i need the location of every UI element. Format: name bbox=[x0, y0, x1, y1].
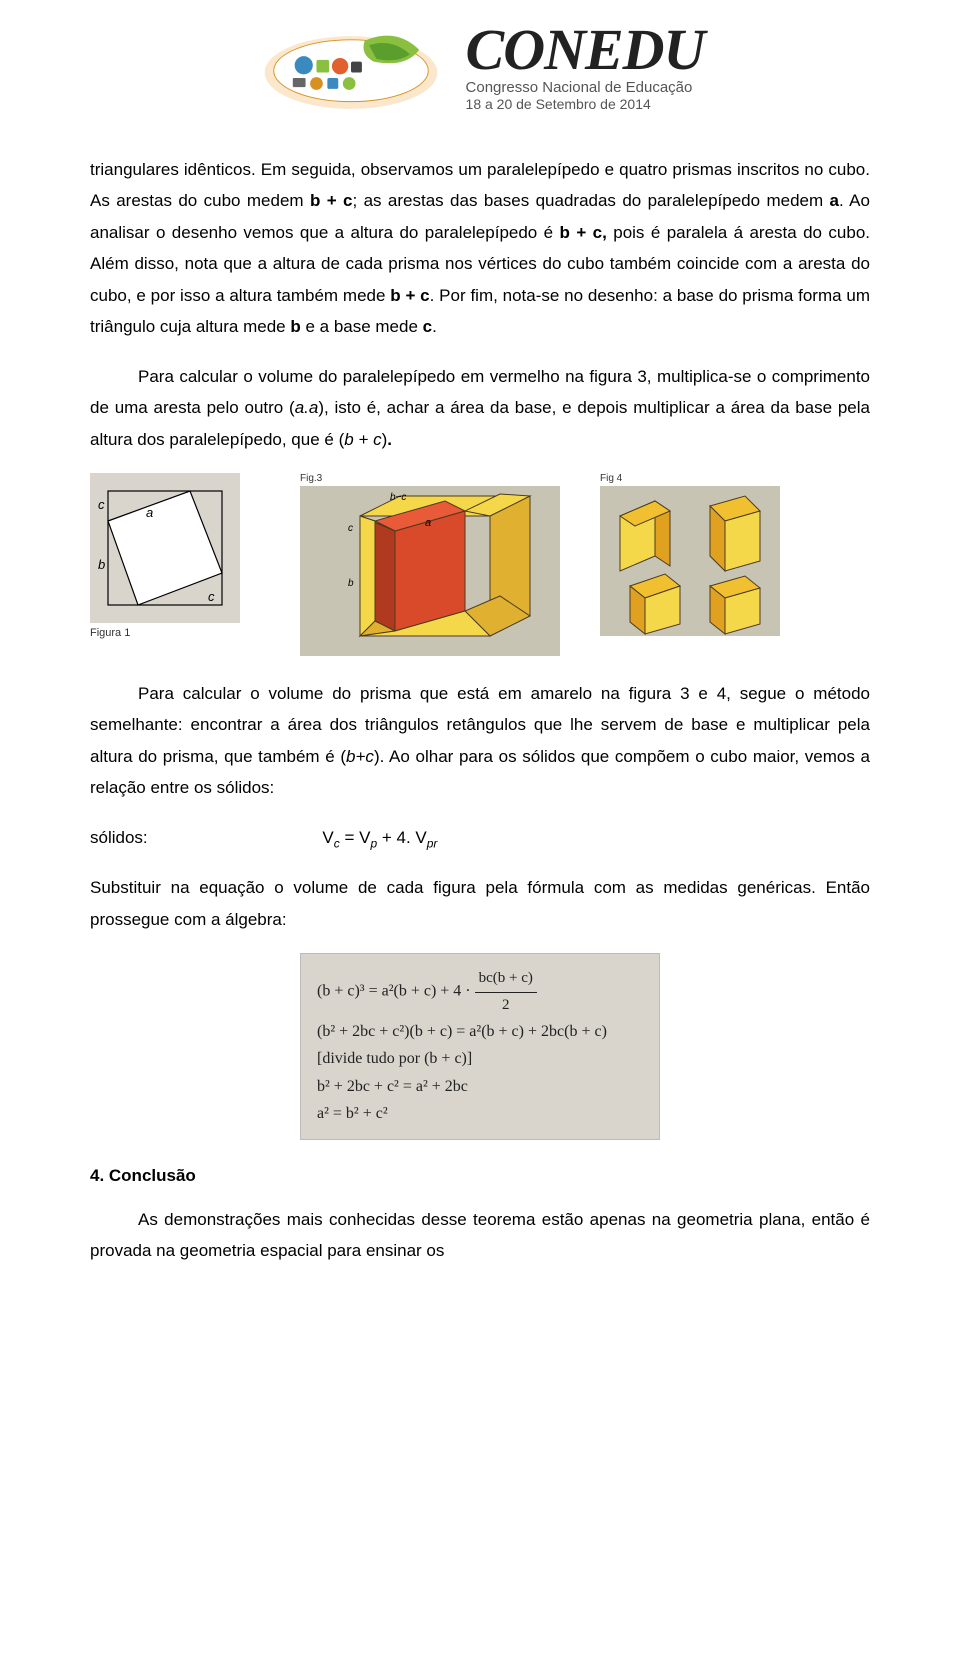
p1-t2: ; as arestas das bases quadradas do para… bbox=[352, 191, 829, 210]
p1-t6: e a base mede bbox=[301, 317, 423, 336]
figure-3: Fig.3 b−c a c b bbox=[300, 473, 560, 656]
figure-4-label: Fig 4 bbox=[600, 473, 780, 484]
alg1-frac: bc(b + c)2 bbox=[475, 966, 537, 1018]
alg1a: (b + c)³ = a²(b + c) + 4 · bbox=[317, 983, 475, 1000]
alg1-num: bc(b + c) bbox=[475, 966, 537, 993]
p1-b5: b bbox=[290, 317, 300, 336]
alg1-den: 2 bbox=[475, 993, 537, 1019]
eq-lhs: V bbox=[322, 828, 333, 847]
paragraph-5: As demonstrações mais conhecidas desse t… bbox=[90, 1204, 870, 1267]
equation-line: sólidos: Vc = Vp + 4. Vpr bbox=[90, 822, 870, 855]
paragraph-4: Substituir na equação o volume de cada f… bbox=[90, 872, 870, 935]
eq-sub3: pr bbox=[427, 836, 438, 850]
paragraph-3: Para calcular o volume do prisma que est… bbox=[90, 678, 870, 804]
equation-expr: Vc = Vp + 4. Vpr bbox=[322, 822, 437, 855]
p5-t1: As demonstrações mais conhecidas desse t… bbox=[90, 1210, 870, 1260]
algebra-line-4: b² + 2bc + c² = a² + 2bc bbox=[317, 1073, 643, 1100]
p1-t7: . bbox=[432, 317, 437, 336]
p1-b2: a bbox=[830, 191, 839, 210]
algebra-line-1: (b + c)³ = a²(b + c) + 4 · bc(b + c)2 bbox=[317, 966, 643, 1018]
svg-text:a: a bbox=[425, 517, 431, 529]
p2-i2: b + c bbox=[344, 430, 381, 449]
algebra-block: (b + c)³ = a²(b + c) + 4 · bc(b + c)2 (b… bbox=[300, 953, 660, 1140]
header-subtitle-1: Congresso Nacional de Educação bbox=[466, 79, 705, 96]
figure-3-svg: b−c a c b bbox=[300, 486, 560, 656]
figure-3-label: Fig.3 bbox=[300, 473, 560, 484]
paragraph-1: triangulares idênticos. Em seguida, obse… bbox=[90, 154, 870, 343]
eq-prefix: sólidos: bbox=[90, 828, 148, 847]
svg-text:b−c: b−c bbox=[390, 492, 406, 503]
p1-b6: c bbox=[423, 317, 432, 336]
svg-text:c: c bbox=[348, 523, 353, 534]
figure-1-caption: Figura 1 bbox=[90, 627, 240, 639]
eq-plus: + 4. V bbox=[377, 828, 427, 847]
p1-b4: b + c bbox=[390, 286, 429, 305]
p4-t1: Substituir na equação o volume de cada f… bbox=[90, 878, 870, 928]
svg-text:b: b bbox=[348, 578, 354, 589]
conedu-wordmark: CONEDU bbox=[466, 24, 705, 76]
section-4-heading: 4. Conclusão bbox=[90, 1166, 870, 1186]
p3-i1: b+c bbox=[346, 747, 374, 766]
figure-4: Fig 4 bbox=[600, 473, 780, 636]
algebra-line-2: (b² + 2bc + c²)(b + c) = a²(b + c) + 2bc… bbox=[317, 1018, 643, 1045]
p2-b1: . bbox=[387, 430, 392, 449]
fig1-label-a: a bbox=[146, 505, 153, 520]
header-subtitle-2: 18 a 20 de Setembro de 2014 bbox=[466, 96, 705, 112]
figure-1: a b c c Figura 1 bbox=[90, 473, 240, 639]
fig1-label-c2: c bbox=[208, 589, 215, 604]
p1-b1: b + c bbox=[310, 191, 353, 210]
algebra-line-5: a² = b² + c² bbox=[317, 1100, 643, 1127]
header-title-block: CONEDU Congresso Nacional de Educação 18… bbox=[466, 24, 705, 111]
header-banner: CONEDU Congresso Nacional de Educação 18… bbox=[90, 0, 870, 126]
p2-i1: a.a bbox=[295, 398, 319, 417]
fig1-label-b: b bbox=[98, 557, 105, 572]
figures-row: a b c c Figura 1 Fig.3 bbox=[90, 473, 870, 656]
algebra-line-3: [divide tudo por (b + c)] bbox=[317, 1045, 643, 1072]
eq-eq: = V bbox=[340, 828, 371, 847]
paragraph-2: Para calcular o volume do paralelepípedo… bbox=[90, 361, 870, 455]
fig1-label-c: c bbox=[98, 497, 105, 512]
logo-graphic-icon bbox=[256, 18, 446, 118]
p1-b3: b + c, bbox=[560, 223, 607, 242]
figure-1-svg: a b c c bbox=[90, 473, 240, 623]
figure-4-svg bbox=[600, 486, 780, 636]
